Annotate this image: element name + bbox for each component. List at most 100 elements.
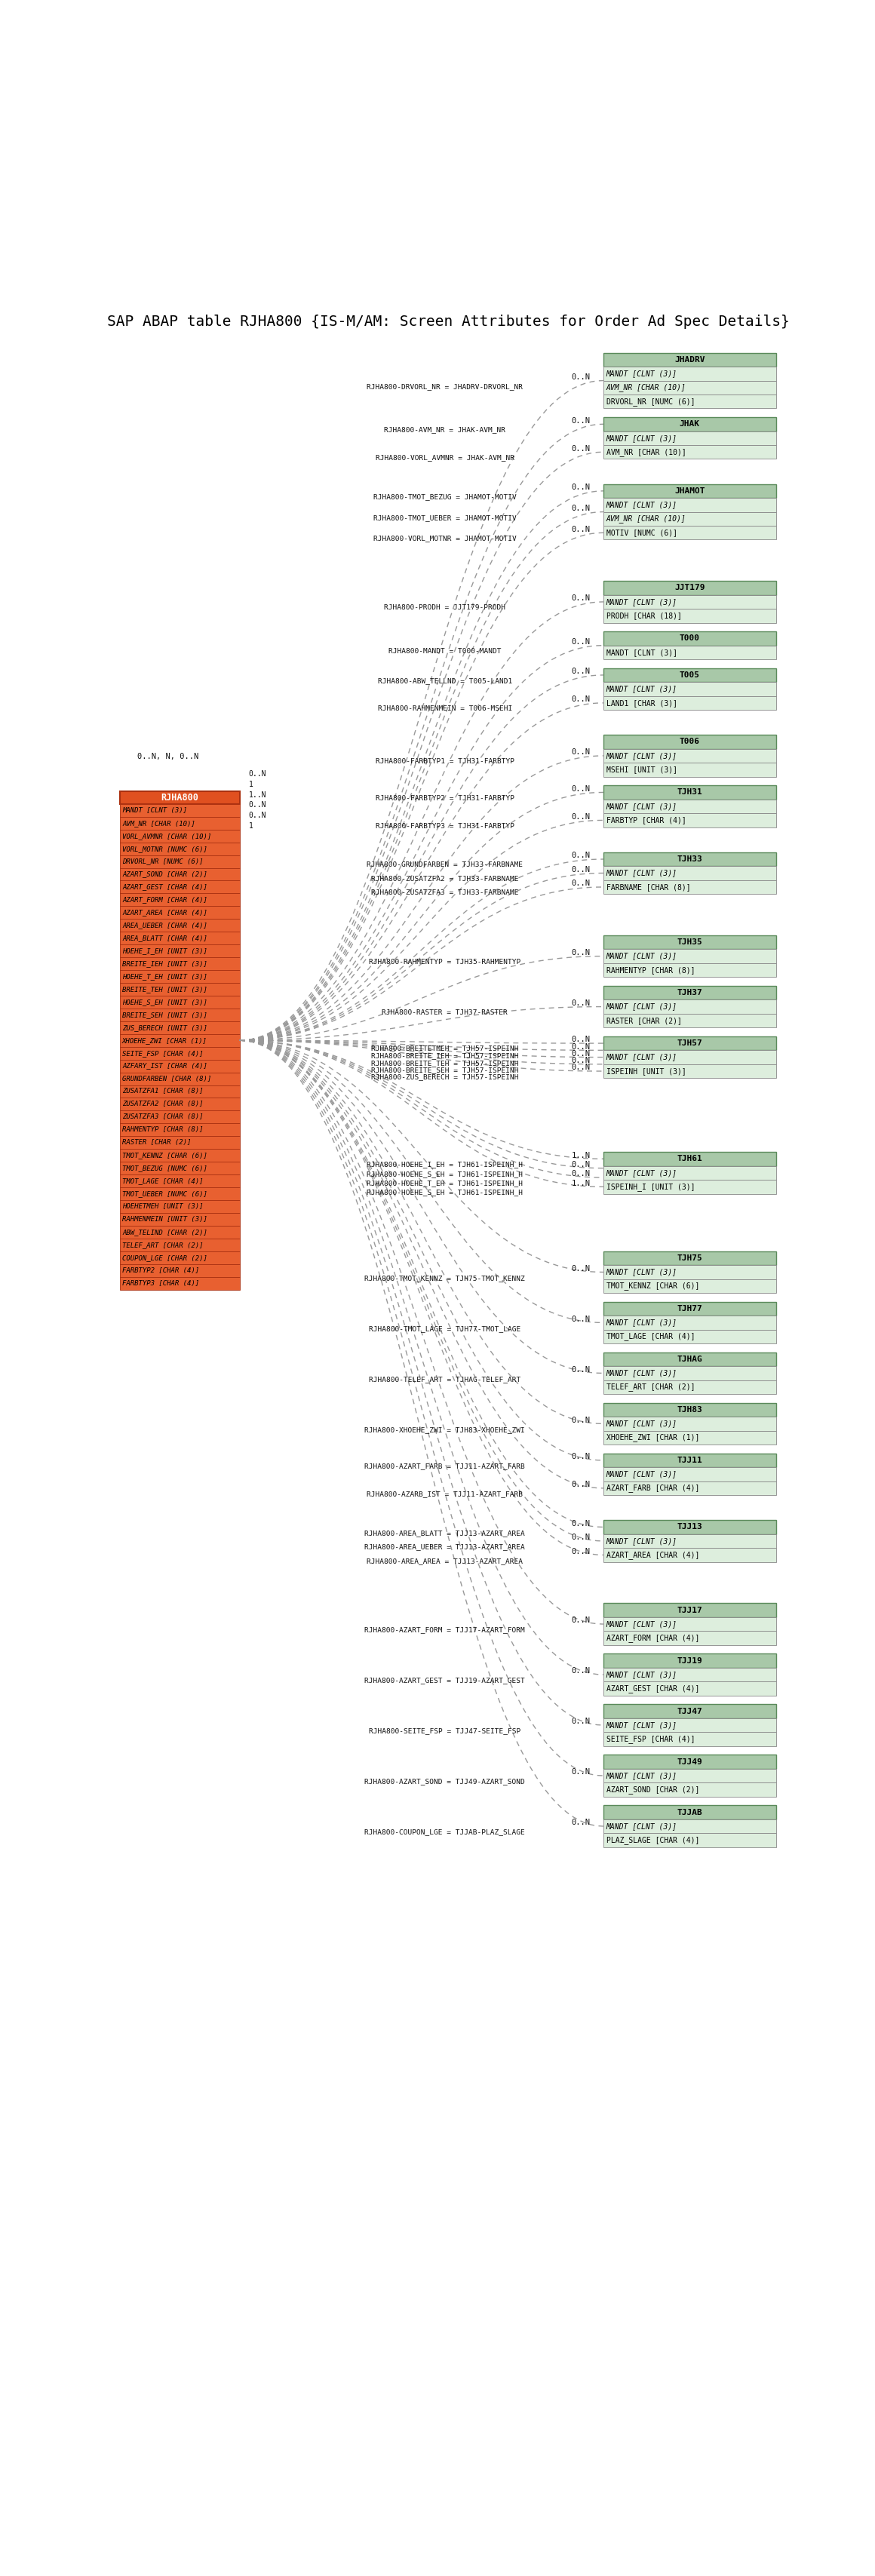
Text: 1..N: 1..N: [571, 1151, 591, 1159]
Text: TJH37: TJH37: [677, 989, 703, 997]
Text: 0..N: 0..N: [571, 446, 591, 453]
Bar: [604, 1520, 776, 1535]
Text: MANDT [CLNT (3)]: MANDT [CLNT (3)]: [606, 1721, 677, 1728]
Text: MANDT [CLNT (3)]: MANDT [CLNT (3)]: [606, 598, 677, 605]
Text: TJH33: TJH33: [677, 855, 703, 863]
Text: COUPON_LGE [CHAR (2)]: COUPON_LGE [CHAR (2)]: [122, 1255, 207, 1262]
Text: SEITE_FSP [CHAR (4)]: SEITE_FSP [CHAR (4)]: [122, 1051, 203, 1056]
Text: 1..N: 1..N: [248, 791, 266, 799]
Text: 1: 1: [248, 781, 253, 788]
Bar: [604, 1051, 776, 1064]
Text: FARBTYP [CHAR (4)]: FARBTYP [CHAR (4)]: [606, 817, 686, 824]
Bar: [120, 1149, 240, 1162]
Text: MANDT [CLNT (3)]: MANDT [CLNT (3)]: [122, 806, 187, 814]
Text: RJHA800-TELEF_ART = TJHAG-TELEF_ART: RJHA800-TELEF_ART = TJHAG-TELEF_ART: [369, 1376, 521, 1383]
Bar: [604, 1252, 776, 1265]
Text: RJHA800-AZART_FARB = TJJ11-AZART_FARB: RJHA800-AZART_FARB = TJJ11-AZART_FARB: [365, 1463, 525, 1468]
Text: RJHA800-SEITE_FSP = TJJ47-SEITE_FSP: RJHA800-SEITE_FSP = TJJ47-SEITE_FSP: [369, 1728, 521, 1734]
Text: 0..N: 0..N: [571, 814, 591, 822]
Text: XHOEHE_ZWI [CHAR (1)]: XHOEHE_ZWI [CHAR (1)]: [122, 1038, 207, 1043]
Text: MANDT [CLNT (3)]: MANDT [CLNT (3)]: [606, 685, 677, 693]
Text: MANDT [CLNT (3)]: MANDT [CLNT (3)]: [606, 868, 677, 876]
Text: RAHMENMEIN [UNIT (3)]: RAHMENMEIN [UNIT (3)]: [122, 1216, 207, 1224]
Text: RJHA800-HOEHE_I_EH = TJH61-ISPEINH_H: RJHA800-HOEHE_I_EH = TJH61-ISPEINH_H: [367, 1162, 523, 1167]
Text: T005: T005: [679, 672, 700, 680]
Text: AZART_GEST [CHAR (4)]: AZART_GEST [CHAR (4)]: [122, 884, 207, 891]
Text: MSEHI [UNIT (3)]: MSEHI [UNIT (3)]: [606, 765, 677, 773]
Text: RJHA800-AZART_SOND = TJJ49-AZART_SOND: RJHA800-AZART_SOND = TJJ49-AZART_SOND: [365, 1777, 525, 1785]
Bar: [604, 1265, 776, 1280]
Bar: [604, 667, 776, 683]
Text: RJHA800-BREITETMEH = TJH57-ISPEINH: RJHA800-BREITETMEH = TJH57-ISPEINH: [371, 1046, 519, 1054]
Text: MANDT [CLNT (3)]: MANDT [CLNT (3)]: [606, 1620, 677, 1628]
Bar: [604, 1430, 776, 1445]
Text: PRODH [CHAR (18)]: PRODH [CHAR (18)]: [606, 613, 682, 621]
Bar: [604, 853, 776, 866]
Text: AZART_SOND [CHAR (2)]: AZART_SOND [CHAR (2)]: [122, 871, 207, 878]
Text: RJHA800-MANDT = T000-MANDT: RJHA800-MANDT = T000-MANDT: [388, 647, 501, 654]
Text: TJJ11: TJJ11: [677, 1455, 703, 1463]
Text: RJHA800-AVM_NR = JHAK-AVM_NR: RJHA800-AVM_NR = JHAK-AVM_NR: [384, 428, 506, 433]
Bar: [604, 734, 776, 750]
Text: ISPEINH_I [UNIT (3)]: ISPEINH_I [UNIT (3)]: [606, 1182, 695, 1190]
Bar: [604, 1731, 776, 1747]
Bar: [120, 958, 240, 971]
Bar: [604, 417, 776, 430]
Bar: [604, 582, 776, 595]
Bar: [604, 762, 776, 778]
Text: HOEHE_I_EH [UNIT (3)]: HOEHE_I_EH [UNIT (3)]: [122, 948, 207, 953]
Bar: [120, 1252, 240, 1265]
Text: RJHA800-AZART_GEST = TJJ19-AZART_GEST: RJHA800-AZART_GEST = TJJ19-AZART_GEST: [365, 1677, 525, 1685]
Bar: [604, 696, 776, 711]
Text: 0..N: 0..N: [571, 417, 591, 425]
Bar: [120, 1200, 240, 1213]
Text: AVM_NR [CHAR (10)]: AVM_NR [CHAR (10)]: [122, 819, 195, 827]
Bar: [604, 1015, 776, 1028]
Bar: [120, 1072, 240, 1084]
Text: 0..N: 0..N: [571, 853, 591, 860]
Text: RJHA800-AZART_FORM = TJJ17-AZART_FORM: RJHA800-AZART_FORM = TJJ17-AZART_FORM: [365, 1625, 525, 1633]
Text: 0..N: 0..N: [571, 1453, 591, 1461]
Bar: [604, 595, 776, 608]
Bar: [120, 829, 240, 842]
Bar: [604, 881, 776, 894]
Text: MANDT [CLNT (3)]: MANDT [CLNT (3)]: [606, 752, 677, 760]
Text: MANDT [CLNT (3)]: MANDT [CLNT (3)]: [606, 804, 677, 809]
Text: VORL_MOTNR [NUMC (6)]: VORL_MOTNR [NUMC (6)]: [122, 845, 207, 853]
Text: FARBTYP3 [CHAR (4)]: FARBTYP3 [CHAR (4)]: [122, 1280, 200, 1285]
Text: 0..N: 0..N: [571, 1043, 591, 1051]
Text: TJJ13: TJJ13: [677, 1522, 703, 1530]
Text: 0..N: 0..N: [571, 786, 591, 793]
Text: TJH61: TJH61: [677, 1154, 703, 1162]
Text: ZUSATZFA1 [CHAR (8)]: ZUSATZFA1 [CHAR (8)]: [122, 1087, 203, 1095]
Bar: [604, 1280, 776, 1293]
Bar: [120, 933, 240, 945]
Text: TMOT_BEZUG [NUMC (6)]: TMOT_BEZUG [NUMC (6)]: [122, 1164, 207, 1172]
Bar: [120, 1123, 240, 1136]
Bar: [120, 868, 240, 881]
Text: RJHA800-GRUNDFARBEN = TJH33-FARBNAME: RJHA800-GRUNDFARBEN = TJH33-FARBNAME: [367, 860, 523, 868]
Text: MANDT [CLNT (3)]: MANDT [CLNT (3)]: [606, 1054, 677, 1061]
Bar: [604, 948, 776, 963]
Bar: [604, 381, 776, 394]
Text: FARBTYP2 [CHAR (4)]: FARBTYP2 [CHAR (4)]: [122, 1267, 200, 1273]
Text: T000: T000: [679, 634, 700, 641]
Text: 0..N: 0..N: [571, 1056, 591, 1064]
Bar: [120, 945, 240, 958]
Bar: [604, 1151, 776, 1167]
Bar: [604, 1352, 776, 1365]
Text: AZFARY_IST [CHAR (4)]: AZFARY_IST [CHAR (4)]: [122, 1061, 207, 1069]
Text: PLAZ_SLAGE [CHAR (4)]: PLAZ_SLAGE [CHAR (4)]: [606, 1837, 699, 1844]
Text: MANDT [CLNT (3)]: MANDT [CLNT (3)]: [606, 371, 677, 376]
Text: TELEF_ART [CHAR (2)]: TELEF_ART [CHAR (2)]: [606, 1383, 695, 1391]
Text: AZART_FORM [CHAR (4)]: AZART_FORM [CHAR (4)]: [606, 1633, 699, 1641]
Bar: [120, 1162, 240, 1175]
Text: AZART_GEST [CHAR (4)]: AZART_GEST [CHAR (4)]: [606, 1685, 699, 1692]
Text: AVM_NR [CHAR (10)]: AVM_NR [CHAR (10)]: [606, 384, 686, 392]
Bar: [120, 817, 240, 829]
Text: LAND1 [CHAR (3)]: LAND1 [CHAR (3)]: [606, 698, 677, 706]
Text: 0..N: 0..N: [571, 881, 591, 886]
Text: TJH35: TJH35: [677, 938, 703, 945]
Text: AREA_UEBER [CHAR (4)]: AREA_UEBER [CHAR (4)]: [122, 922, 207, 930]
Text: 0..N: 0..N: [571, 750, 591, 757]
